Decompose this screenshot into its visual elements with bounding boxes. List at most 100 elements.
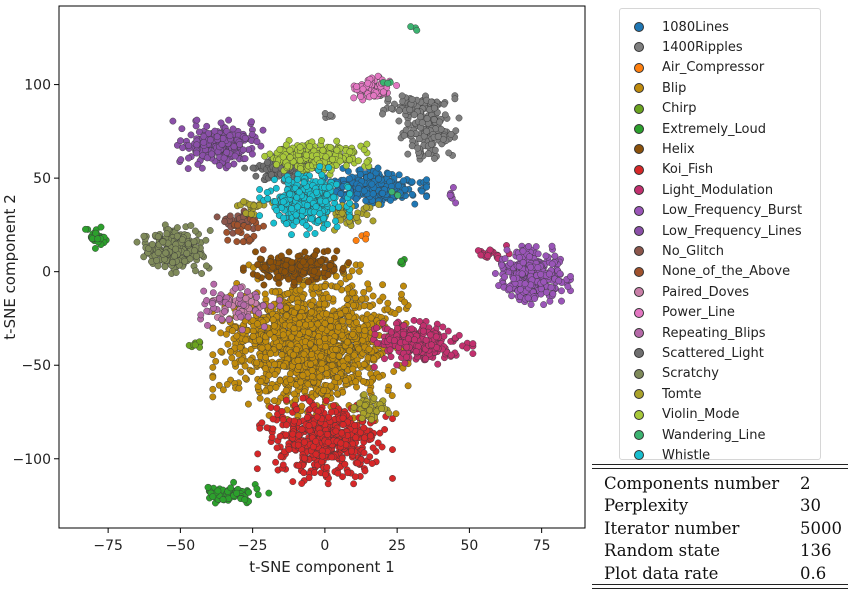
data-point [455,114,463,122]
data-point [388,392,396,400]
data-point [527,263,535,271]
data-point [369,190,377,198]
data-point [296,286,304,294]
data-point [388,328,395,336]
data-point [444,327,452,335]
data-point [209,324,217,332]
data-point [423,183,431,191]
data-point [368,416,375,424]
data-point [501,255,509,263]
data-point [534,264,542,272]
series-chirp [185,338,204,351]
data-point [289,478,297,486]
data-point [259,246,267,254]
data-point [283,312,290,320]
data-point [161,263,169,271]
data-point [209,363,217,371]
data-point [295,363,303,370]
data-point [274,273,282,281]
data-point [245,488,253,496]
data-point [290,324,298,332]
data-point [345,312,353,320]
data-point [244,313,252,321]
data-point [280,362,288,370]
data-point [348,267,356,275]
data-point [400,322,408,330]
data-point [285,176,293,184]
data-point [256,394,264,402]
data-point [312,437,320,445]
data-point [346,199,354,207]
data-point [366,406,374,414]
data-point [329,337,337,345]
data-point [345,273,353,281]
data-point [191,341,199,349]
data-point [322,153,330,161]
series-air-compressor [352,230,370,244]
data-point [407,23,415,31]
legend-label: 1080Lines [662,19,729,35]
data-point [404,150,412,158]
legend-item: Air_Compressor [634,58,764,78]
data-point [567,272,574,280]
data-point [172,269,180,276]
data-point [215,295,223,303]
legend-item: Light_Modulation [634,180,773,200]
data-point [262,387,270,395]
data-point [279,461,287,469]
data-point [321,471,329,478]
data-point [355,345,363,353]
data-point [265,371,273,379]
data-point [187,131,195,139]
legend: 1080Lines 1400Ripples Air_Compressor Blip Ch… [619,8,821,463]
data-point [332,427,340,435]
data-point [259,126,267,134]
data-point [327,408,335,416]
data-point [424,150,432,158]
data-point [516,285,524,293]
data-point [326,262,334,270]
data-point [384,299,392,307]
data-point [423,193,431,201]
data-point [327,316,335,324]
data-point [367,314,375,322]
data-point [294,357,302,364]
data-point [328,205,336,213]
data-point [328,453,336,461]
data-point [303,201,311,209]
data-point [223,380,231,388]
data-point [386,346,394,354]
data-point [304,278,312,286]
data-point [271,288,279,296]
data-point [267,350,274,358]
data-point [338,454,346,462]
data-point [441,111,449,119]
data-point [333,223,341,231]
data-point [154,249,162,257]
data-point [384,387,392,394]
data-point [366,172,374,180]
data-point [279,153,287,161]
data-point [506,285,514,293]
data-point [360,391,368,399]
data-point [294,441,302,449]
data-point [231,152,239,160]
data-point [551,252,559,260]
data-point [198,270,206,277]
data-point [330,193,338,201]
data-point [256,186,264,193]
data-point [373,339,381,347]
series-1400ripples [321,92,463,163]
data-point [226,212,234,220]
data-point [440,100,448,108]
data-point [293,406,301,414]
data-point [227,348,235,356]
data-point [248,367,256,375]
data-point [292,217,300,225]
data-point [350,351,358,359]
data-point [350,94,358,102]
data-point [256,212,264,220]
data-point [295,462,303,470]
data-point [311,230,319,237]
data-point [314,320,322,328]
